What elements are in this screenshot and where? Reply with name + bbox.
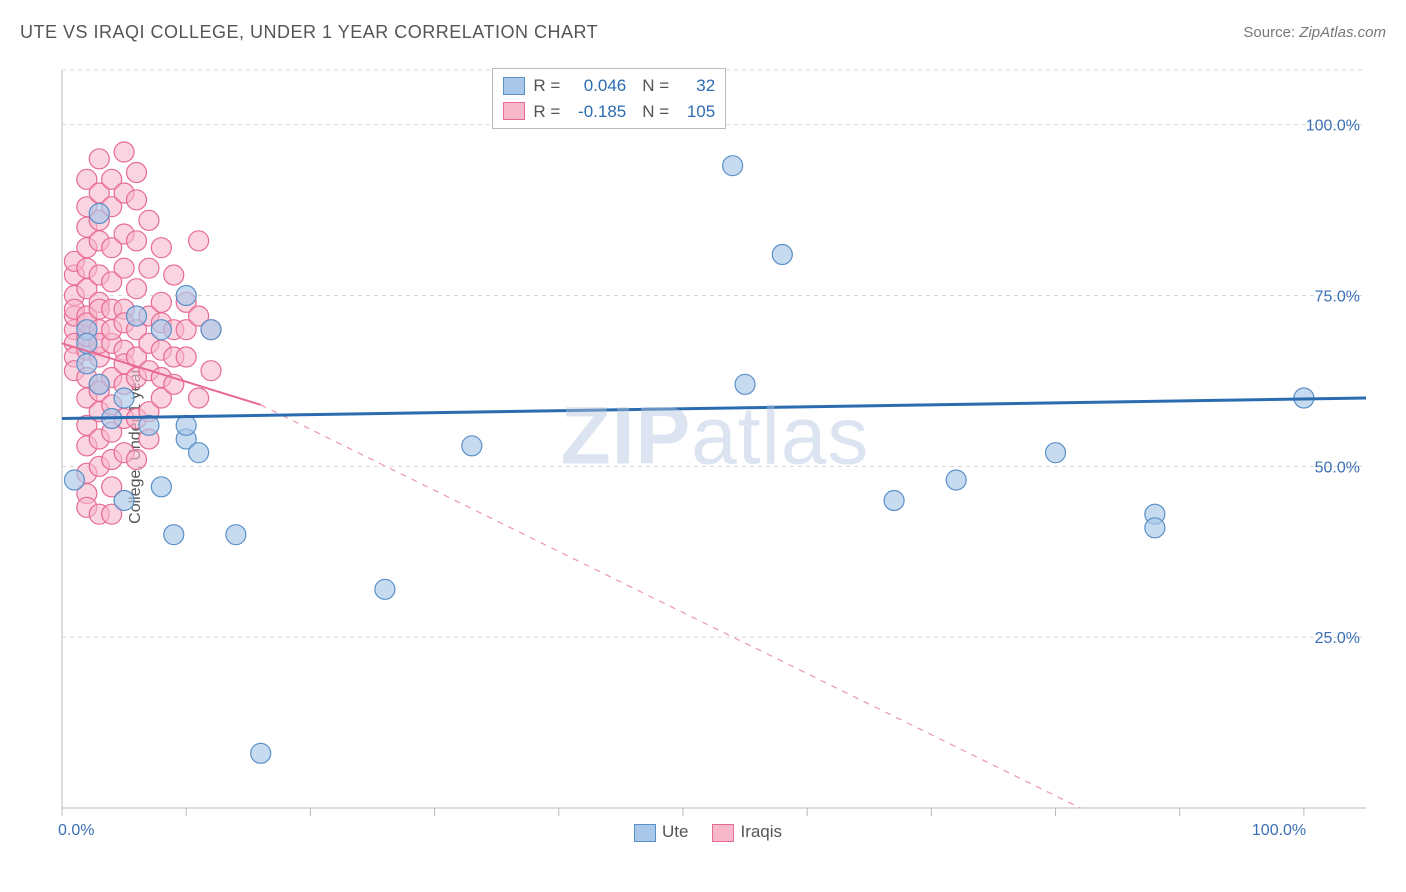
legend-row: R = 0.046 N = 32 xyxy=(503,73,715,99)
x-axis-min-label: 0.0% xyxy=(58,822,94,840)
scatter-chart-svg: 25.0% 50.0% 75.0% 100.0% xyxy=(44,60,1386,832)
legend-swatch xyxy=(712,824,734,842)
legend-n-value: 32 xyxy=(677,73,715,99)
correlation-legend: R = 0.046 N = 32 R = -0.185 N = 105 xyxy=(492,68,726,129)
x-axis-max-label: 100.0% xyxy=(1252,822,1306,840)
legend-r-value: -0.185 xyxy=(568,99,626,125)
svg-text:75.0%: 75.0% xyxy=(1315,289,1360,306)
legend-r-value: 0.046 xyxy=(568,73,626,99)
svg-text:50.0%: 50.0% xyxy=(1315,459,1360,476)
series-legend-label: Ute xyxy=(662,822,688,841)
series-legend-label: Iraqis xyxy=(740,822,782,841)
series-legend-item: Ute xyxy=(634,822,688,842)
chart-title: UTE VS IRAQI COLLEGE, UNDER 1 YEAR CORRE… xyxy=(20,22,598,43)
legend-swatch xyxy=(634,824,656,842)
legend-n-label: N = xyxy=(642,73,669,99)
legend-n-value: 105 xyxy=(677,99,715,125)
chart-container: UTE VS IRAQI COLLEGE, UNDER 1 YEAR CORRE… xyxy=(0,0,1406,892)
svg-text:25.0%: 25.0% xyxy=(1315,630,1360,647)
series-legend: Ute Iraqis xyxy=(634,822,782,842)
svg-text:100.0%: 100.0% xyxy=(1306,118,1360,135)
legend-swatch xyxy=(503,77,525,95)
source-label: Source: xyxy=(1243,24,1295,41)
source-attribution: Source: ZipAtlas.com xyxy=(1243,24,1386,41)
legend-n-label: N = xyxy=(642,99,669,125)
legend-r-label: R = xyxy=(533,99,560,125)
source-value: ZipAtlas.com xyxy=(1299,24,1386,41)
legend-row: R = -0.185 N = 105 xyxy=(503,99,715,125)
series-legend-item: Iraqis xyxy=(712,822,782,842)
legend-swatch xyxy=(503,102,525,120)
plot-area: College, Under 1 year 25.0%50.0%75.0%100… xyxy=(44,60,1386,832)
legend-r-label: R = xyxy=(533,73,560,99)
